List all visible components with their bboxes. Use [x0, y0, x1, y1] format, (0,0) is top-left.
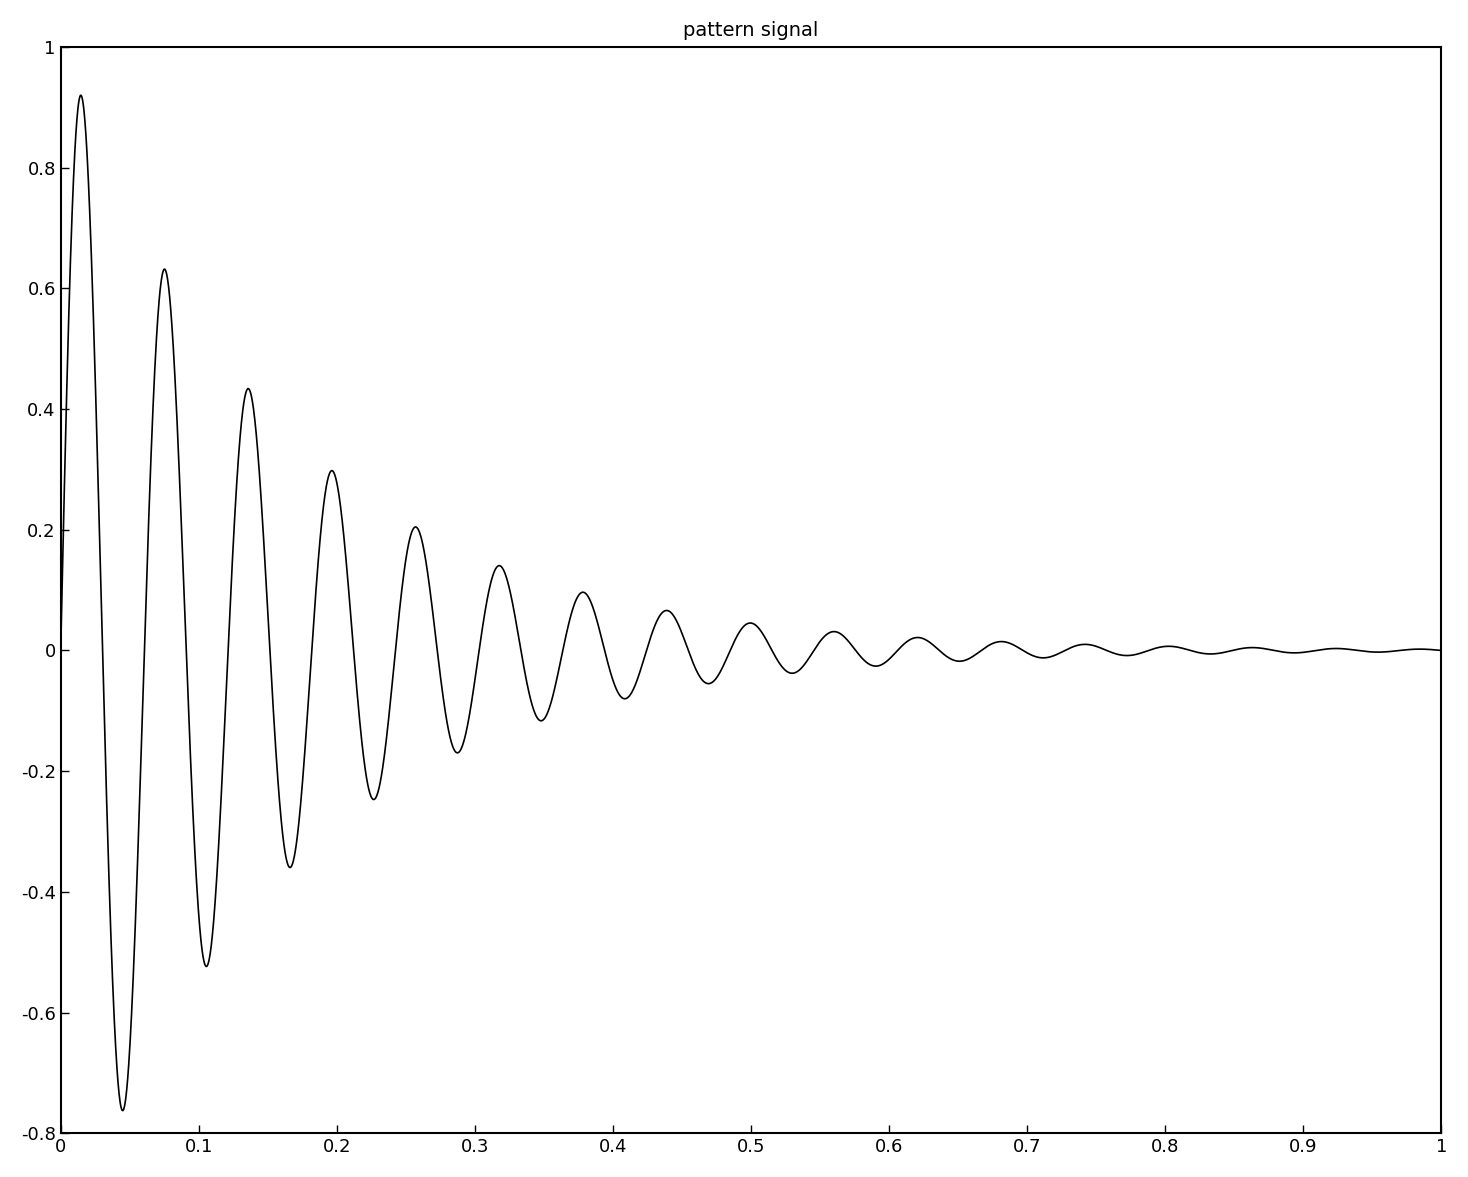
Title: pattern signal: pattern signal — [684, 21, 819, 40]
